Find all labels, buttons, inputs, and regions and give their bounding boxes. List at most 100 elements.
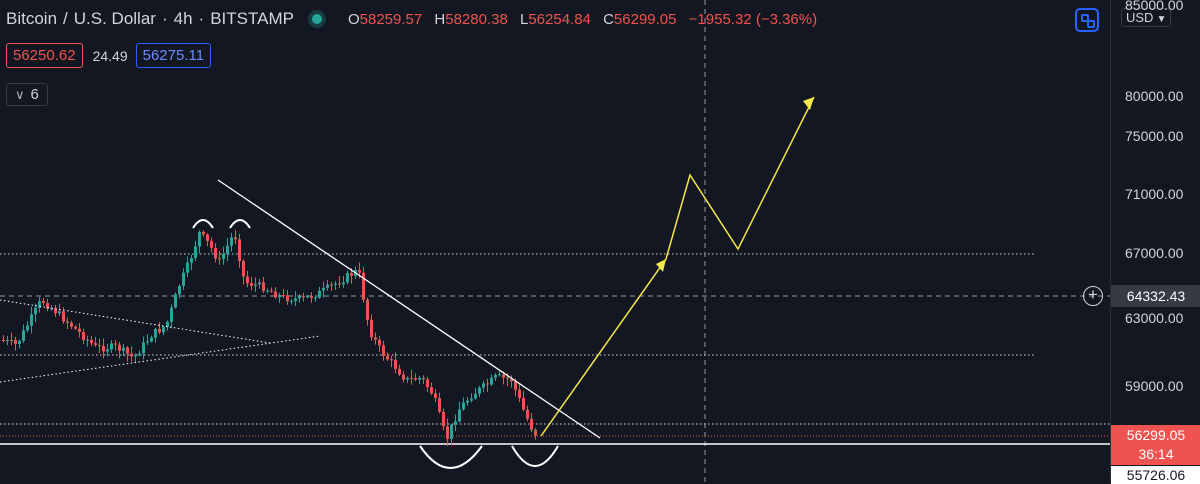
currency-selector[interactable]: USD ▼: [1121, 8, 1172, 27]
candle-body: [442, 411, 445, 427]
candle-body: [22, 330, 25, 341]
candle-body: [330, 284, 333, 286]
candle-body: [430, 387, 433, 394]
price-axis[interactable]: USD ▼ 59000.00 63000.00 67000.00 71000.00 750…: [1110, 0, 1200, 484]
separator: /: [63, 9, 68, 28]
candle-body: [70, 322, 73, 327]
candle-body: [202, 231, 205, 235]
current-price-label: 56299.05: [1111, 425, 1200, 446]
candle-body: [90, 339, 93, 344]
candle-body: [274, 291, 277, 298]
candle-body: [498, 374, 501, 376]
arrowhead-icon: [803, 97, 814, 110]
candle-body: [310, 296, 313, 298]
y-tick-label: 59000.00: [1125, 378, 1184, 394]
bar-countdown-label: 36:14: [1111, 444, 1200, 465]
arrowhead-icon: [656, 259, 666, 272]
candle-body: [62, 311, 65, 322]
double-bottom-arc: [419, 445, 483, 469]
candle-body: [110, 343, 113, 350]
candle-body: [194, 246, 197, 259]
chart-settings-icon[interactable]: [1075, 8, 1099, 32]
candle-body: [174, 294, 177, 308]
candle-body: [6, 339, 9, 341]
drawings: [0, 96, 815, 469]
candle-body: [414, 378, 417, 380]
candle-body: [130, 353, 133, 357]
candle-body: [342, 282, 345, 285]
candle-body: [270, 290, 273, 292]
candle-body: [482, 383, 485, 388]
ohlc-values: O58259.57 H58280.38 L56254.84 C56299.05 …: [347, 10, 818, 28]
candle-body: [394, 359, 397, 369]
candle-body: [134, 355, 137, 357]
candle-body: [250, 283, 253, 286]
candle-body: [338, 283, 341, 285]
candle-body: [462, 402, 465, 410]
candle-body: [262, 282, 265, 291]
candle-body: [118, 344, 121, 351]
sell-price-button[interactable]: 56250.62: [6, 43, 83, 68]
candle-body: [114, 343, 117, 345]
indicators-toggle[interactable]: ∨ 6: [6, 83, 48, 106]
interval-label: 4h: [173, 9, 193, 28]
candle-body: [182, 272, 185, 286]
candle-body: [66, 321, 69, 323]
candle-body: [406, 377, 409, 380]
candle-body: [490, 377, 493, 385]
candle-body: [522, 398, 525, 410]
candle-body: [422, 377, 425, 380]
candle-body: [26, 325, 29, 331]
candle-body: [434, 393, 437, 398]
add-alert-icon[interactable]: +: [1083, 286, 1103, 306]
candle-body: [258, 282, 261, 285]
candle-body: [162, 326, 165, 333]
projection-path: [540, 96, 815, 437]
candle-body: [530, 418, 533, 430]
candle-body: [246, 276, 249, 284]
candle-body: [418, 377, 421, 380]
horizontal-levels: [0, 0, 1110, 482]
candle-body: [138, 353, 141, 356]
candle-body: [2, 340, 5, 341]
candle-body: [206, 234, 209, 242]
candle-body: [410, 377, 413, 379]
candle-body: [54, 308, 57, 314]
candle-body: [318, 290, 321, 298]
spread-value: 24.49: [92, 47, 128, 64]
candle-body: [34, 307, 37, 315]
candle-body: [126, 347, 129, 354]
open-value: 58259.57: [359, 10, 423, 28]
candle-body: [86, 339, 89, 341]
candle-body: [350, 273, 353, 276]
candle-body: [46, 302, 49, 309]
candle-body: [122, 347, 125, 351]
candle-body: [150, 337, 153, 342]
y-tick-label: 71000.00: [1125, 186, 1184, 202]
symbol-header[interactable]: Bitcoin / U.S. Dollar · 4h · BITSTAMP O5…: [6, 9, 825, 29]
buy-price-button[interactable]: 56275.11: [135, 43, 212, 68]
candle-body: [146, 341, 149, 343]
candle-body: [226, 245, 229, 254]
high-value: 58280.38: [445, 10, 508, 28]
market-status-icon: [311, 14, 322, 24]
candle-body: [494, 374, 497, 378]
candle-body: [210, 241, 213, 248]
price-chart[interactable]: [0, 0, 1110, 482]
candle-body: [58, 311, 61, 314]
candle-body: [398, 368, 401, 375]
double-top-arc: [192, 219, 214, 229]
quote-boxes: 56250.62 24.49 56275.11: [6, 43, 212, 68]
candle-body: [334, 283, 337, 285]
candle-body: [478, 387, 481, 394]
candle-body: [186, 262, 189, 273]
y-tick-label: 67000.00: [1125, 245, 1184, 261]
candle-body: [386, 356, 389, 360]
candle-body: [242, 260, 245, 277]
separator: ·: [198, 9, 205, 28]
candle-body: [190, 258, 193, 263]
candle-body: [454, 421, 457, 425]
candle-body: [526, 409, 529, 419]
candle-body: [502, 374, 505, 378]
candle-body: [506, 377, 509, 379]
